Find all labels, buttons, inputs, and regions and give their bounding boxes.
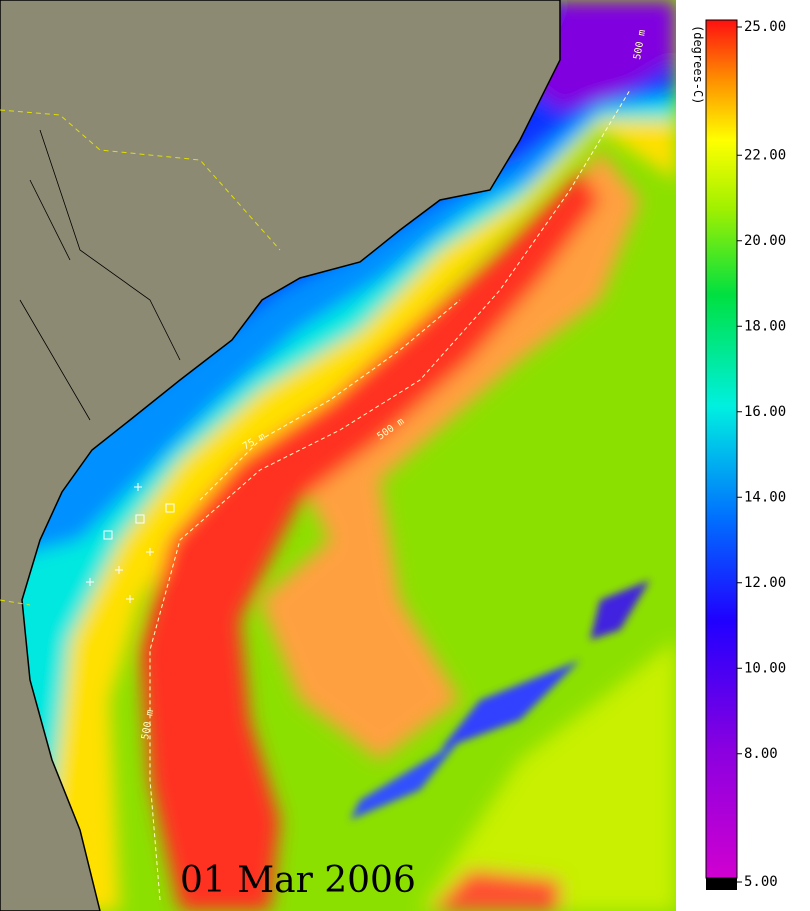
colorbar: (degrees-C) 25.00 22.00 20.00 18.00 16.00 14.… (691, 19, 786, 890)
contour-500m (149, 89, 631, 901)
cold-patches (350, 580, 650, 820)
contour-label: 500 m (632, 29, 648, 61)
map: 500 m 500 m 75 m 500 m 01 Mar 2006 (0, 0, 676, 911)
contour-label: 500 m (140, 709, 156, 741)
colorbar-tick-label: 20.00 (744, 233, 786, 249)
colorbar-tick-label: 22.00 (744, 147, 786, 163)
colorbar-tick-label: 16.00 (744, 404, 786, 420)
contour-75m (199, 299, 461, 501)
date-label: 01 Mar 2006 (180, 860, 416, 901)
colorbar-label: (degrees-C) (691, 25, 705, 104)
colorbar-tick-label: 25.00 (744, 19, 786, 35)
station-markers (86, 483, 175, 603)
colorbar-tick-label: 8.00 (744, 746, 778, 762)
land (0, 0, 561, 911)
colorbar-tick-label: 5.00 (744, 874, 778, 890)
rivers (19, 129, 181, 421)
colorbar-tick-label: 18.00 (744, 318, 786, 334)
colorbar-underflow (706, 878, 737, 890)
colorbar-tick-label: 14.00 (744, 489, 786, 505)
colorbar-tick-label: 10.00 (744, 660, 786, 676)
colorbar-gradient (705, 19, 738, 879)
state-borders (0, 109, 281, 606)
colorbar-tick-label: 12.00 (744, 575, 786, 591)
